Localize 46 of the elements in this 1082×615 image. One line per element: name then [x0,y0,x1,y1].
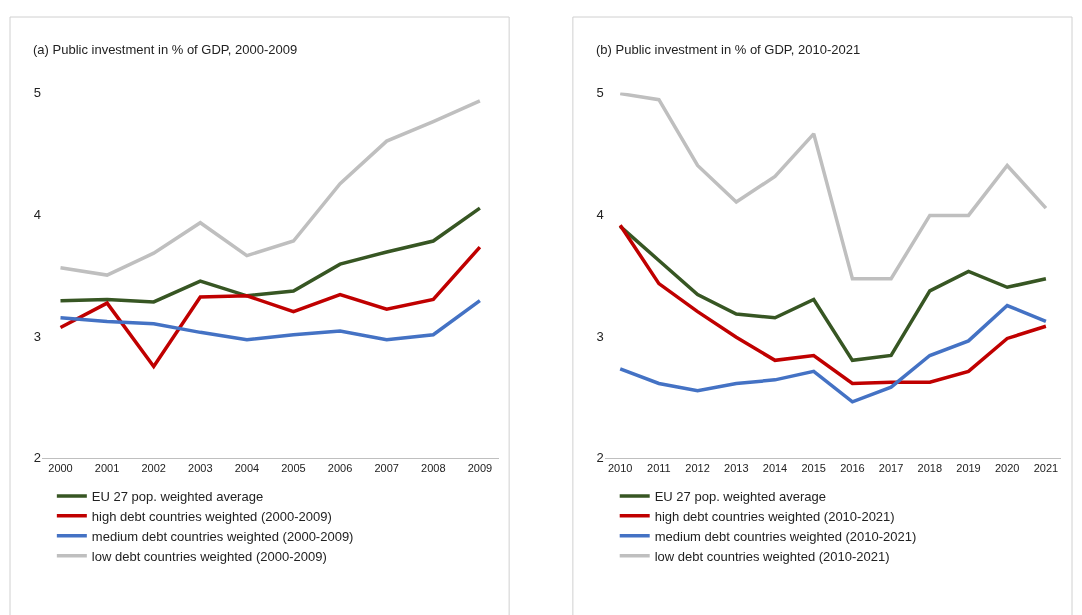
legend-label: medium debt countries weighted (2010-2021) [654,528,917,544]
x-tick-label: 2007 [374,462,399,474]
y-tick-label: 4 [596,206,604,222]
line-series [618,303,1048,404]
y-tick-label: 2 [596,450,604,466]
x-tick-label: 2017 [878,462,904,474]
y-tick-label: 5 [33,84,41,100]
line-series [58,298,482,342]
y-tick-label: 3 [596,328,604,344]
legend-label: medium debt countries weighted (2000-2009) [91,528,354,544]
x-tick-label: 2013 [724,462,749,474]
x-tick-label: 2015 [801,462,826,474]
y-tick-label: 2 [33,450,41,466]
chart-title: (a) Public investment in % of GDP, 2000-2009 [33,42,298,57]
x-tick-label: 2008 [421,462,446,474]
legend-label: low debt countries weighted (2000-2009) [91,548,327,564]
line-series [58,99,482,277]
x-tick-label: 2011 [647,462,671,474]
legend-label: high debt countries weighted (2000-2009) [91,508,332,524]
y-tick-label: 4 [33,206,41,222]
chart-title: (b) Public investment in % of GDP, 2010-2021 [596,42,861,57]
x-tick-label: 2014 [762,462,788,474]
legend-label: low debt countries weighted (2010-2021) [654,548,890,564]
y-tick-label: 3 [33,328,41,344]
x-tick-label: 2020 [994,462,1020,474]
legend-label: EU 27 pop. weighted average [654,489,826,505]
x-tick-label: 2019 [956,462,981,474]
x-tick-label: 2003 [188,462,213,474]
x-tick-label: 2001 [94,462,120,474]
x-tick-label: 2000 [48,462,73,474]
legend-label: EU 27 pop. weighted average [91,489,264,505]
x-tick-label: 2004 [234,462,260,474]
legend-label: high debt countries weighted (2010-2021) [654,508,895,524]
y-tick-label: 5 [596,84,604,100]
x-tick-label: 2012 [685,462,710,474]
x-tick-label: 2010 [607,462,633,474]
line-series [58,245,482,369]
x-tick-label: 2016 [840,462,865,474]
x-tick-label: 2018 [917,462,943,474]
line-series [618,92,1048,281]
x-tick-label: 2002 [141,462,166,474]
line-series [58,206,482,304]
x-tick-label: 2021 [1033,462,1059,474]
x-tick-label: 2006 [327,462,353,474]
x-tick-label: 2009 [467,462,493,474]
x-tick-label: 2005 [281,462,306,474]
